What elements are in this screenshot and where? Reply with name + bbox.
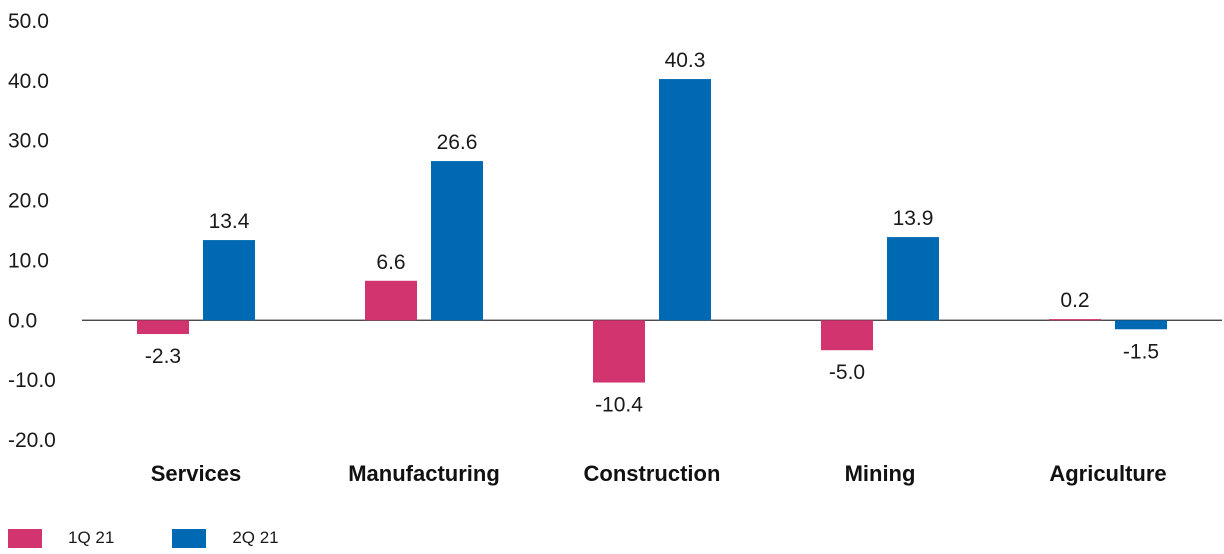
category-label: Manufacturing	[348, 461, 500, 486]
category-label: Mining	[845, 461, 916, 486]
legend-item-1q21: 1Q 21	[8, 528, 114, 548]
category-label: Construction	[584, 461, 721, 486]
y-tick-label: 0.0	[8, 309, 37, 332]
data-label: 13.4	[209, 210, 250, 233]
data-label: 26.6	[437, 131, 478, 154]
legend-item-2q21: 2Q 21	[172, 528, 279, 548]
bar-manufacturing-1q21	[365, 280, 417, 321]
bar-agriculture-1q21	[1049, 319, 1101, 321]
y-tick-label: 50.0	[8, 10, 49, 33]
bar-mining-1q21	[821, 320, 873, 351]
bar-construction-2q21	[659, 79, 711, 321]
category-label: Agriculture	[1049, 461, 1166, 486]
y-tick-label: 10.0	[8, 249, 49, 272]
legend: 1Q 21 2Q 21	[8, 528, 337, 548]
bar-mining-2q21	[887, 237, 939, 321]
data-label: -5.0	[829, 361, 865, 384]
category-label: Services	[151, 461, 242, 486]
legend-swatch-1q21	[8, 528, 42, 548]
data-label: -2.3	[145, 345, 181, 368]
data-label: 13.9	[893, 207, 934, 230]
data-labels: -2.3 13.4 6.6 26.6 -10.4 40.3 -5.0 13.9 0.2 -1.5	[145, 49, 1159, 416]
y-tick-label: 40.0	[8, 70, 49, 93]
data-label: 6.6	[376, 251, 405, 274]
bar-agriculture-2q21	[1115, 320, 1167, 330]
data-label: -1.5	[1123, 340, 1159, 363]
y-tick-label: 30.0	[8, 130, 49, 153]
category-labels: Services Manufacturing Construction Mining A…	[151, 461, 1167, 486]
data-label: 0.2	[1060, 289, 1089, 312]
data-label: 40.3	[665, 49, 706, 72]
legend-label-2q21: 2Q 21	[232, 528, 279, 547]
bar-manufacturing-2q21	[431, 161, 483, 321]
data-label: -10.4	[595, 394, 643, 417]
bar-services-2q21	[203, 240, 255, 321]
bar-services-1q21	[137, 320, 189, 335]
bars	[137, 79, 1167, 383]
bar-construction-1q21	[593, 320, 645, 383]
y-axis-ticks: 50.0 40.0 30.0 20.0 10.0 0.0 -10.0 -20.0	[8, 10, 56, 452]
y-tick-label: -10.0	[8, 369, 56, 392]
y-tick-label: 20.0	[8, 190, 49, 213]
legend-swatch-2q21	[172, 528, 207, 548]
legend-label-1q21: 1Q 21	[68, 528, 115, 547]
y-tick-label: -20.0	[8, 429, 56, 452]
